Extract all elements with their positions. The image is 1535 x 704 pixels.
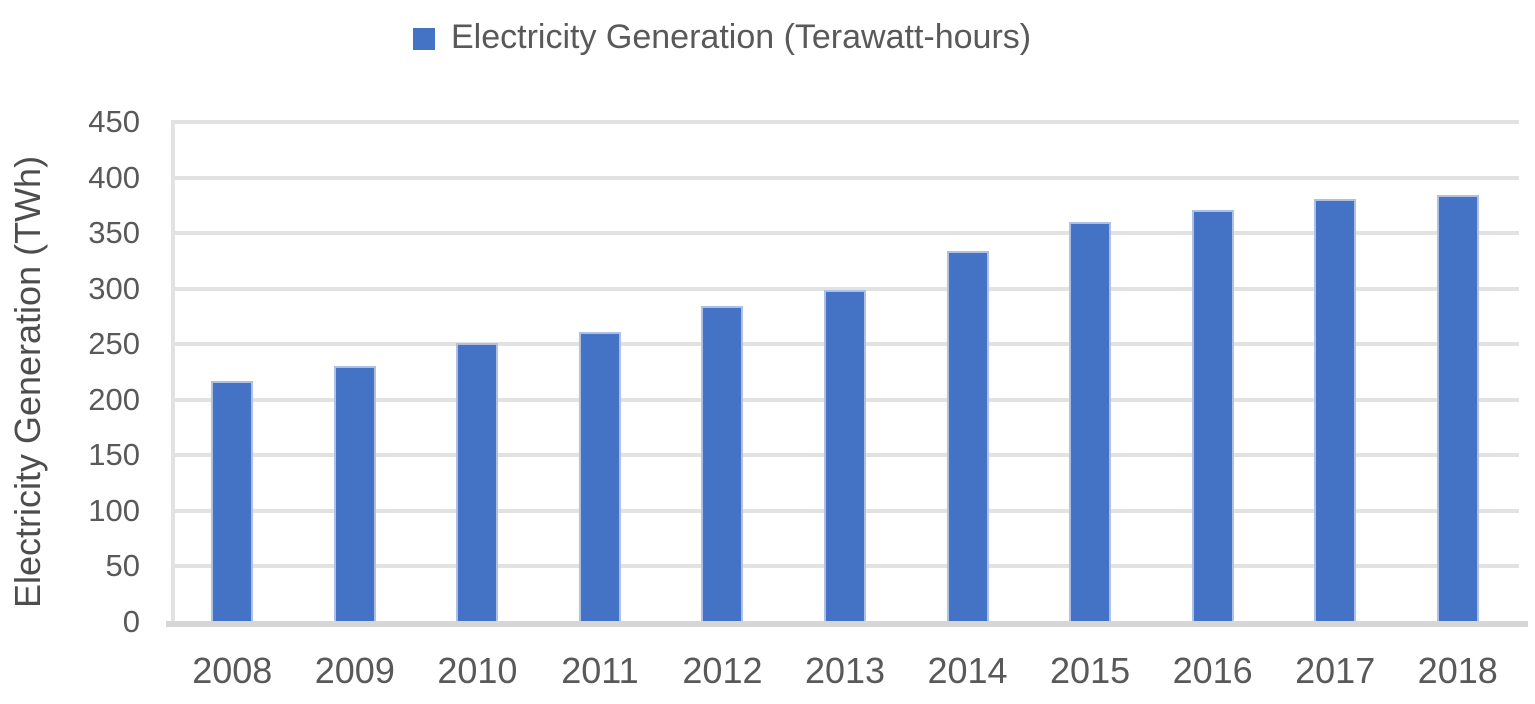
bar-2014: [946, 250, 989, 622]
y-tick-label-200: 200: [88, 381, 140, 417]
bar-2018: [1436, 195, 1479, 622]
gridline-400: [171, 175, 1519, 180]
x-tick-label-2008: 2008: [192, 650, 273, 691]
bar-2015: [1069, 222, 1112, 622]
y-tick-label-350: 350: [88, 215, 140, 251]
x-tick-label-2015: 2015: [1050, 650, 1131, 691]
x-tick-label-2014: 2014: [927, 650, 1008, 691]
y-tick-label-150: 150: [88, 437, 140, 473]
y-tick-label-50: 50: [105, 548, 140, 584]
bar-2009: [333, 366, 376, 622]
bar-2013: [824, 289, 866, 622]
bar-2008: [211, 380, 254, 622]
bar-2010: [456, 343, 499, 622]
bar-2012: [701, 306, 744, 622]
y-tick-label-400: 400: [88, 159, 140, 195]
bar-2016: [1191, 209, 1234, 622]
plot-area: [166, 120, 1528, 627]
gridline-450: [171, 120, 1519, 124]
x-tick-label-2009: 2009: [314, 650, 395, 691]
y-tick-label-250: 250: [88, 326, 140, 362]
y-axis-line: [171, 122, 175, 622]
x-tick-label-2016: 2016: [1172, 650, 1253, 691]
x-tick-label-2011: 2011: [561, 650, 639, 691]
chart-legend: Electricity Generation (Terawatt-hours): [413, 18, 1031, 57]
x-axis-line: [166, 621, 1528, 627]
x-tick-label-2017: 2017: [1295, 650, 1376, 691]
x-tick-label-2018: 2018: [1417, 650, 1498, 691]
y-tick-label-0: 0: [122, 604, 140, 639]
gridline-300: [171, 286, 1519, 291]
gridline-350: [171, 231, 1519, 236]
y-tick-label-100: 100: [88, 492, 140, 528]
x-tick-label-2012: 2012: [682, 650, 763, 691]
legend-color-swatch: [413, 27, 435, 50]
legend-label: Electricity Generation (Terawatt-hours): [451, 18, 1032, 56]
bar-2011: [578, 332, 621, 622]
bar-2017: [1314, 198, 1357, 622]
x-tick-label-2010: 2010: [437, 650, 518, 691]
x-tick-label-2013: 2013: [804, 650, 886, 691]
y-tick-label-300: 300: [88, 270, 140, 306]
y-tick-label-450: 450: [88, 104, 140, 139]
